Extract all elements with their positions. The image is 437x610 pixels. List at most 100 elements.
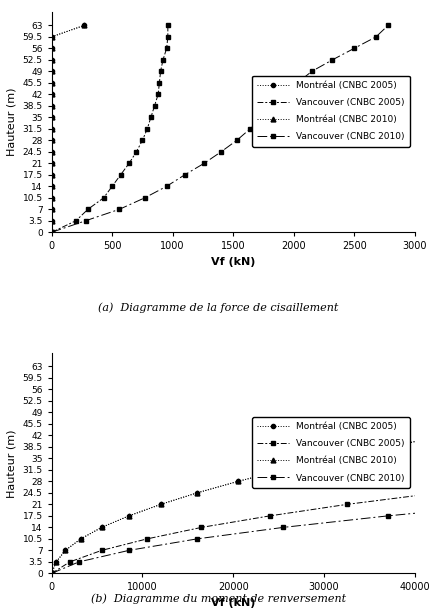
Vancouver (CNBC 2010)	[352, 45, 357, 52]
Montréal (CNBC 2010)	[49, 33, 54, 40]
Montréal (CNBC 2010)	[78, 535, 83, 542]
Vancouver (CNBC 2005)	[110, 182, 115, 190]
Text: (b)  Diagramme du moment de renversement: (b) Diagramme du moment de renversement	[91, 594, 346, 604]
Vancouver (CNBC 2010)	[49, 570, 54, 577]
Montréal (CNBC 2005)	[99, 524, 104, 531]
Vancouver (CNBC 2010)	[247, 125, 253, 132]
X-axis label: Vf (kN): Vf (kN)	[211, 257, 255, 267]
Vancouver (CNBC 2010)	[261, 113, 266, 121]
Montréal (CNBC 2010)	[49, 217, 54, 224]
Montréal (CNBC 2005)	[49, 68, 54, 75]
Vancouver (CNBC 2005)	[435, 489, 437, 497]
Vancouver (CNBC 2005)	[67, 558, 73, 565]
Vancouver (CNBC 2005)	[73, 217, 79, 224]
Montréal (CNBC 2010)	[49, 68, 54, 75]
Vancouver (CNBC 2010)	[76, 558, 82, 565]
Line: Vancouver (CNBC 2010): Vancouver (CNBC 2010)	[49, 364, 437, 576]
Vancouver (CNBC 2010)	[274, 102, 279, 109]
Montréal (CNBC 2005)	[49, 33, 54, 40]
Vancouver (CNBC 2005)	[164, 45, 169, 52]
Montréal (CNBC 2005)	[82, 22, 87, 29]
Vancouver (CNBC 2005)	[140, 137, 145, 144]
Y-axis label: Hauteur (m): Hauteur (m)	[7, 429, 17, 498]
Montréal (CNBC 2010)	[49, 91, 54, 98]
Vancouver (CNBC 2010)	[373, 33, 378, 40]
Line: Vancouver (CNBC 2005): Vancouver (CNBC 2005)	[49, 23, 170, 235]
Vancouver (CNBC 2010)	[126, 547, 132, 554]
Montréal (CNBC 2005)	[194, 489, 200, 497]
Montréal (CNBC 2005)	[49, 229, 54, 236]
Text: (a)  Diagramme de la force de cisaillement: (a) Diagramme de la force de cisaillemen…	[98, 302, 339, 312]
Vancouver (CNBC 2005)	[118, 171, 123, 179]
Line: Vancouver (CNBC 2005): Vancouver (CNBC 2005)	[49, 364, 437, 576]
Montréal (CNBC 2010)	[49, 56, 54, 63]
Montréal (CNBC 2010)	[158, 501, 163, 508]
Montréal (CNBC 2005)	[49, 102, 54, 109]
Montréal (CNBC 2005)	[49, 56, 54, 63]
Legend: Montréal (CNBC 2005), Vancouver (CNBC 2005), Montréal (CNBC 2010), Vancouver (CN: Montréal (CNBC 2005), Vancouver (CNBC 20…	[252, 76, 410, 147]
Montréal (CNBC 2005)	[49, 160, 54, 167]
Montréal (CNBC 2010)	[49, 137, 54, 144]
Vancouver (CNBC 2010)	[385, 22, 391, 29]
Vancouver (CNBC 2005)	[152, 102, 157, 109]
Montréal (CNBC 2005)	[235, 478, 240, 485]
Vancouver (CNBC 2005)	[148, 113, 153, 121]
Vancouver (CNBC 2010)	[295, 79, 300, 87]
Montréal (CNBC 2005)	[49, 182, 54, 190]
Vancouver (CNBC 2010)	[182, 171, 187, 179]
Y-axis label: Hauteur (m): Hauteur (m)	[7, 88, 17, 157]
Montréal (CNBC 2010)	[126, 512, 132, 520]
Montréal (CNBC 2005)	[49, 570, 54, 577]
Montréal (CNBC 2005)	[62, 547, 68, 554]
Montréal (CNBC 2005)	[49, 91, 54, 98]
Vancouver (CNBC 2010)	[385, 512, 390, 520]
Montréal (CNBC 2005)	[49, 206, 54, 213]
Montréal (CNBC 2010)	[194, 489, 200, 497]
Vancouver (CNBC 2010)	[49, 229, 54, 236]
Montréal (CNBC 2010)	[49, 45, 54, 52]
Montréal (CNBC 2005)	[49, 148, 54, 156]
Montréal (CNBC 2010)	[62, 547, 68, 554]
Montréal (CNBC 2005)	[49, 217, 54, 224]
Montréal (CNBC 2010)	[330, 455, 336, 462]
Montréal (CNBC 2010)	[49, 182, 54, 190]
Montréal (CNBC 2010)	[49, 79, 54, 87]
Vancouver (CNBC 2005)	[199, 524, 204, 531]
Vancouver (CNBC 2005)	[157, 79, 162, 87]
Montréal (CNBC 2005)	[54, 558, 59, 565]
Montréal (CNBC 2010)	[49, 148, 54, 156]
Vancouver (CNBC 2010)	[218, 148, 224, 156]
Montréal (CNBC 2005)	[78, 535, 83, 542]
Montréal (CNBC 2010)	[49, 570, 54, 577]
Montréal (CNBC 2010)	[49, 206, 54, 213]
Montréal (CNBC 2005)	[281, 466, 286, 473]
Montréal (CNBC 2005)	[49, 79, 54, 87]
Vancouver (CNBC 2010)	[201, 160, 207, 167]
Line: Montréal (CNBC 2010): Montréal (CNBC 2010)	[49, 364, 437, 576]
Montréal (CNBC 2010)	[235, 478, 240, 485]
Vancouver (CNBC 2010)	[142, 194, 147, 201]
Line: Vancouver (CNBC 2010): Vancouver (CNBC 2010)	[49, 23, 391, 235]
Vancouver (CNBC 2005)	[156, 91, 161, 98]
Vancouver (CNBC 2005)	[49, 570, 54, 577]
Montréal (CNBC 2010)	[49, 102, 54, 109]
Montréal (CNBC 2005)	[49, 137, 54, 144]
Montréal (CNBC 2005)	[158, 501, 163, 508]
Vancouver (CNBC 2005)	[145, 125, 150, 132]
Montréal (CNBC 2010)	[49, 194, 54, 201]
Line: Montréal (CNBC 2010): Montréal (CNBC 2010)	[49, 23, 87, 235]
Vancouver (CNBC 2005)	[158, 68, 163, 75]
Vancouver (CNBC 2010)	[164, 182, 169, 190]
Vancouver (CNBC 2010)	[234, 137, 239, 144]
Vancouver (CNBC 2005)	[99, 547, 104, 554]
Vancouver (CNBC 2005)	[49, 229, 54, 236]
Montréal (CNBC 2010)	[281, 466, 286, 473]
Vancouver (CNBC 2010)	[83, 217, 88, 224]
Montréal (CNBC 2005)	[385, 443, 390, 451]
Montréal (CNBC 2010)	[49, 160, 54, 167]
Vancouver (CNBC 2010)	[281, 524, 286, 531]
Montréal (CNBC 2005)	[49, 171, 54, 179]
Montréal (CNBC 2005)	[49, 125, 54, 132]
Line: Montréal (CNBC 2005): Montréal (CNBC 2005)	[49, 364, 437, 575]
Vancouver (CNBC 2005)	[160, 56, 166, 63]
